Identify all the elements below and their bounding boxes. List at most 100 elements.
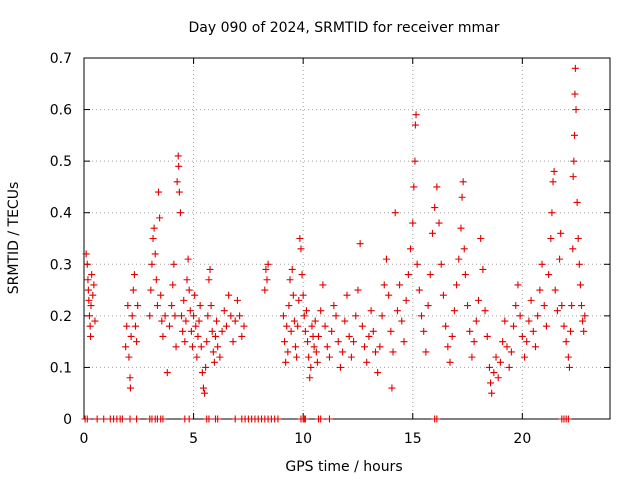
data-point [150, 224, 158, 232]
data-point [428, 229, 436, 237]
data-point [553, 307, 561, 315]
data-point [311, 317, 319, 325]
data-point [168, 302, 176, 310]
data-point [323, 343, 331, 351]
data-point [308, 322, 316, 330]
data-point [571, 64, 579, 72]
data-point [439, 291, 447, 299]
data-point [214, 343, 222, 351]
data-point [479, 265, 487, 273]
x-tick-label: 5 [189, 431, 198, 447]
data-point [85, 296, 93, 304]
data-point [455, 255, 463, 263]
data-point [374, 369, 382, 377]
data-point [487, 379, 495, 387]
data-point [507, 348, 515, 356]
data-point [415, 286, 423, 294]
data-point [490, 369, 498, 377]
data-point [518, 332, 526, 340]
data-point [146, 312, 154, 320]
data-point [418, 312, 426, 320]
data-point [262, 265, 270, 273]
data-point [286, 276, 294, 284]
data-point [300, 312, 308, 320]
data-point [176, 209, 184, 217]
data-point [358, 322, 366, 330]
data-point [317, 415, 325, 423]
data-point [172, 343, 180, 351]
data-point [503, 343, 511, 351]
data-point [227, 312, 235, 320]
data-point [422, 348, 430, 356]
data-point [263, 276, 271, 284]
data-point [352, 312, 360, 320]
data-point [328, 327, 336, 335]
data-point [178, 312, 186, 320]
data-point [182, 317, 190, 325]
data-point [87, 302, 95, 310]
data-point [132, 322, 140, 330]
data-point [475, 296, 482, 304]
y-tick-label: 0.4 [50, 206, 72, 222]
data-point [93, 415, 101, 423]
data-point [205, 276, 213, 284]
data-point [198, 369, 206, 377]
data-point [464, 302, 472, 310]
data-point [225, 291, 233, 299]
data-point [457, 224, 465, 232]
data-point [288, 265, 296, 273]
data-point [126, 415, 134, 423]
data-point [492, 353, 500, 361]
data-point [152, 276, 160, 284]
data-point [556, 255, 564, 263]
data-point [376, 343, 384, 351]
data-point [193, 353, 201, 361]
data-point [195, 317, 203, 325]
data-point [126, 374, 134, 382]
data-point [184, 255, 192, 263]
data-point [388, 384, 396, 392]
data-point [525, 317, 533, 325]
data-point [298, 271, 306, 279]
data-point [301, 415, 309, 423]
data-point [385, 291, 393, 299]
data-point [306, 374, 314, 382]
data-point [548, 209, 556, 217]
data-point [175, 188, 183, 196]
data-point [261, 286, 269, 294]
x-tick-label: 0 [80, 431, 89, 447]
data-point [450, 307, 458, 315]
data-point [567, 327, 575, 335]
data-point [458, 193, 466, 201]
data-point [578, 302, 586, 310]
data-point [291, 343, 299, 351]
data-point [181, 338, 189, 346]
data-point [420, 327, 428, 335]
data-point [201, 389, 209, 397]
data-point [534, 312, 542, 320]
data-point [505, 363, 513, 371]
data-point [514, 281, 522, 289]
data-point [470, 338, 478, 346]
data-point [477, 235, 485, 242]
data-point [549, 178, 557, 186]
data-point [501, 317, 509, 325]
data-point [460, 245, 468, 253]
data-point [321, 322, 329, 330]
data-point [156, 214, 164, 222]
data-point [356, 240, 364, 248]
data-point [185, 415, 193, 423]
data-point [281, 338, 289, 346]
data-point [459, 178, 467, 186]
data-point [183, 276, 191, 284]
data-point [466, 327, 474, 335]
data-point [204, 312, 212, 320]
data-point [409, 219, 417, 227]
data-point [345, 332, 353, 340]
data-point [325, 353, 333, 361]
data-point [564, 415, 572, 423]
data-point [579, 317, 587, 325]
data-point [557, 229, 565, 237]
data-point [402, 296, 410, 304]
